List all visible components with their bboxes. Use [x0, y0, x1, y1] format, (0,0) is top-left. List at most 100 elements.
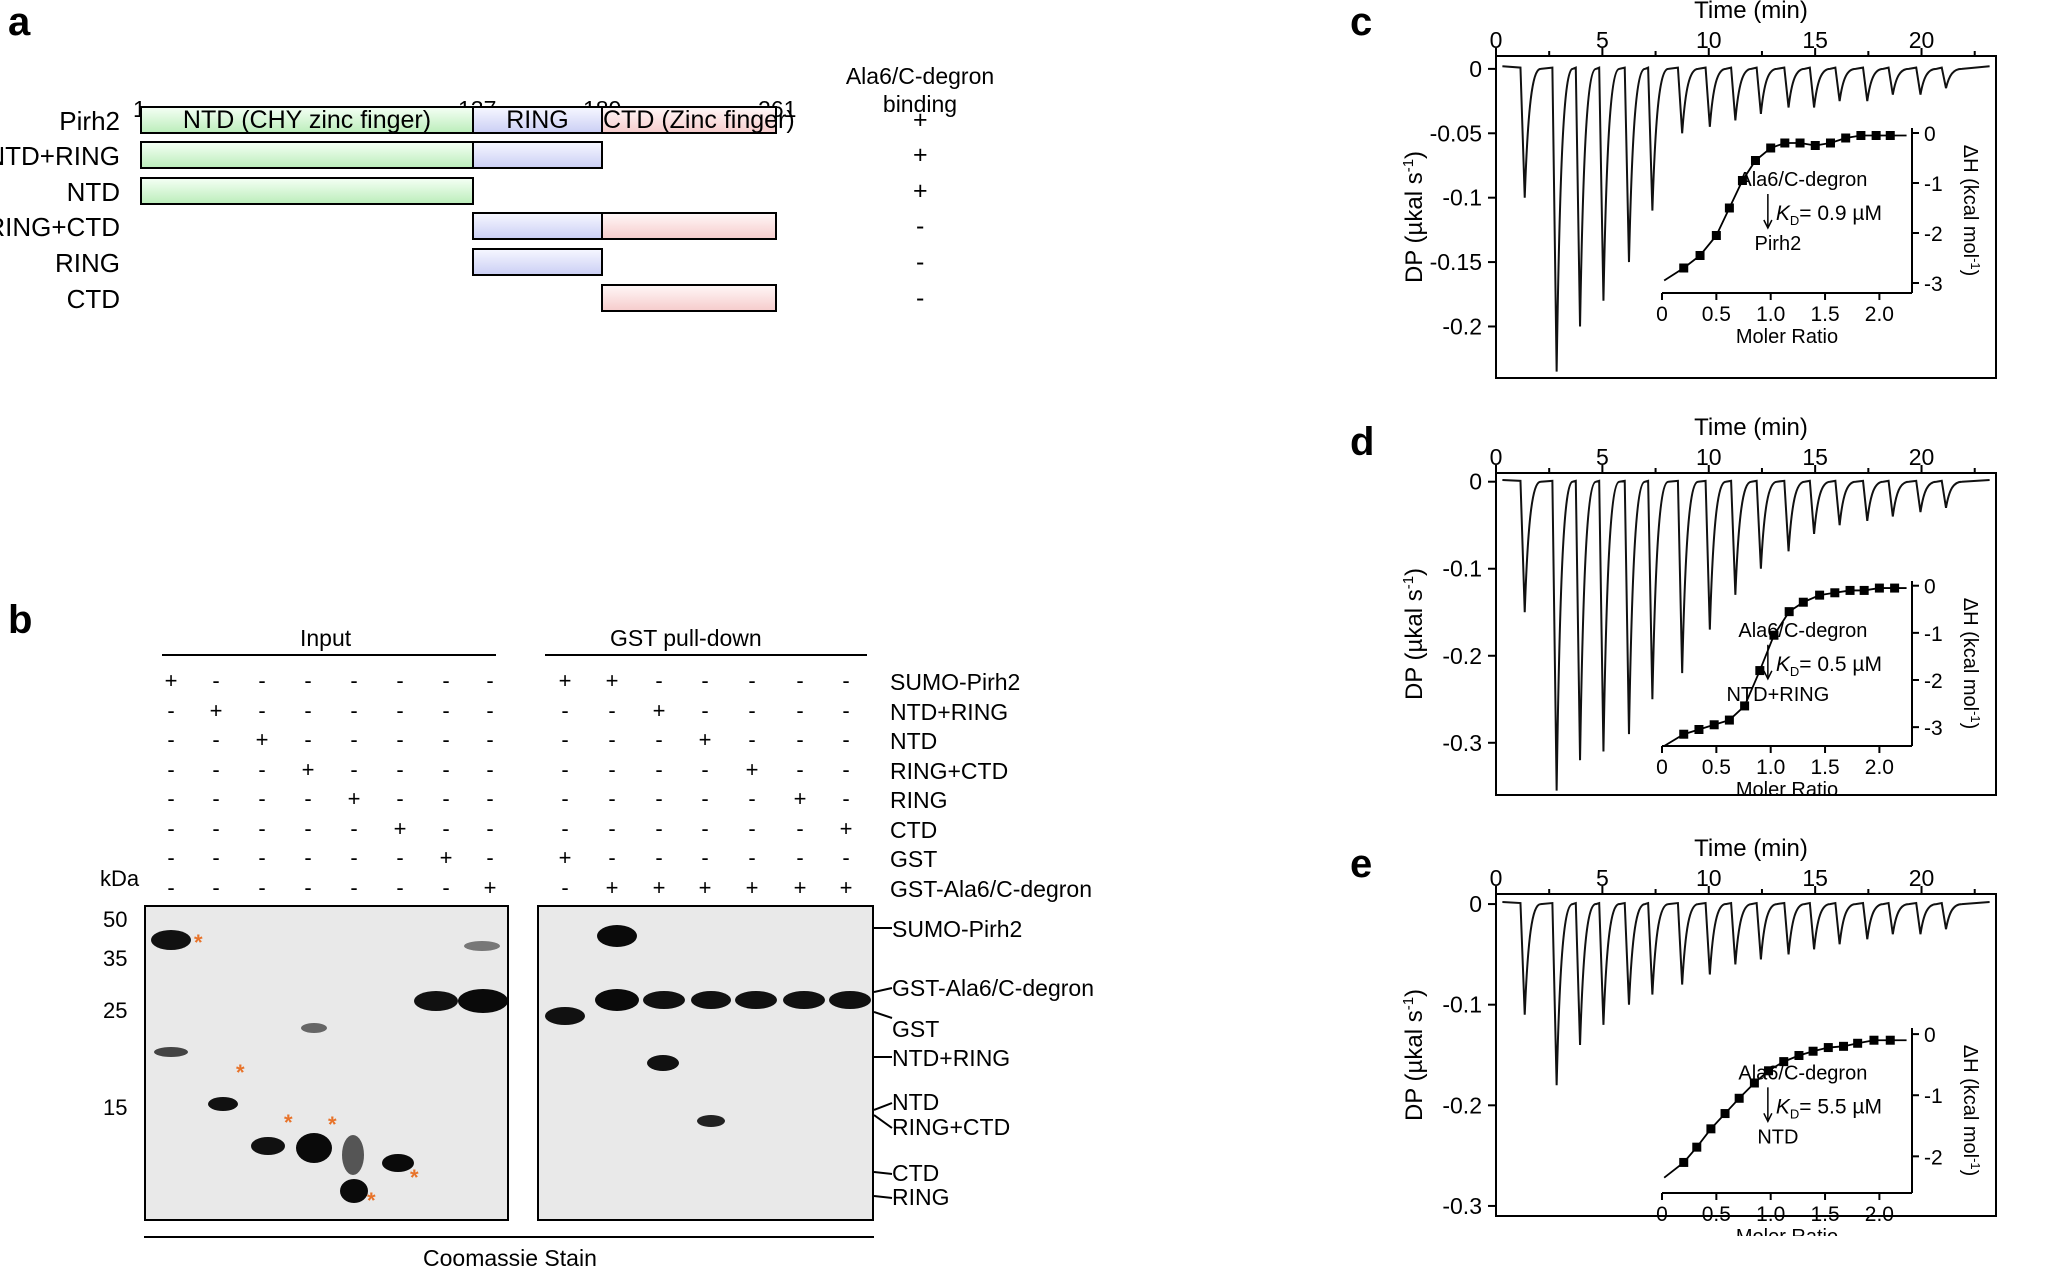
binding-data-point — [1845, 585, 1855, 595]
dp-tick-label: -0.1 — [1442, 992, 1482, 1018]
dh-tick-label: -3 — [1924, 717, 1943, 740]
input-sign: - — [396, 845, 404, 870]
binding-data-point — [1841, 133, 1851, 143]
pulldown-gel — [537, 905, 874, 1221]
asterisk-mark: * — [328, 1112, 337, 1137]
ratio-tick-label: 0.5 — [1702, 1203, 1731, 1226]
pulldown-sign: - — [655, 727, 663, 752]
input-title: Input — [300, 625, 352, 651]
pulldown-title-underline — [545, 654, 867, 656]
input-sign: - — [212, 874, 220, 900]
dp-tick-label: -0.15 — [1430, 249, 1482, 275]
binding-data-point — [1784, 607, 1794, 617]
input-sign: - — [442, 756, 450, 782]
raw-thermogram — [1502, 478, 1990, 791]
input-sign: - — [304, 727, 312, 752]
ratio-tick-label: 1.0 — [1756, 1203, 1785, 1226]
pulldown-sign: - — [701, 697, 709, 723]
time-tick-label: 20 — [1909, 27, 1935, 53]
kd-symbol: K — [1776, 202, 1791, 225]
dp-tick-label: -0.2 — [1442, 1092, 1482, 1118]
dp-tick-label: -0.05 — [1430, 120, 1482, 146]
time-tick-label: 5 — [1596, 444, 1609, 470]
pulldown-sign: - — [748, 727, 756, 752]
ratio-tick-label: 0 — [1656, 303, 1668, 326]
binding-data-point — [1706, 1124, 1716, 1134]
ctd-domain-label: CTD (Zinc finger) — [603, 106, 795, 134]
time-tick-label: 15 — [1802, 27, 1828, 53]
kd-value: = 5.5 µM — [1799, 1095, 1882, 1118]
row-label: SUMO-Pirh2 — [890, 669, 1021, 695]
dh-tick-label: 0 — [1924, 1024, 1936, 1047]
pulldown-sign: - — [655, 815, 663, 841]
band-gst-ala6 — [458, 989, 507, 1013]
pulldown-sign: - — [796, 668, 804, 693]
dp-tick-label: 0 — [1469, 56, 1482, 82]
binding-data-point — [1874, 583, 1884, 593]
binding-data-point — [1830, 588, 1840, 598]
dh-axis-close: ) — [1959, 1170, 1981, 1177]
ring-bar — [472, 248, 603, 276]
input-sign: - — [396, 756, 404, 782]
row-label: GST-Ala6/C-degron — [890, 875, 1092, 902]
ratio-tick-label: 2.0 — [1865, 756, 1894, 779]
itc-frame — [1495, 893, 1997, 1217]
itc-frame — [1495, 472, 1997, 796]
pulldown-sign: + — [652, 874, 666, 900]
pulldown-sign: - — [608, 845, 616, 870]
row-label: RING — [890, 787, 948, 813]
input-sign: - — [167, 815, 175, 841]
stain-underline — [144, 1236, 874, 1238]
construct-name-ntd: NTD — [66, 177, 120, 207]
pulldown-sign: + — [839, 874, 853, 900]
time-axis-label: Time (min) — [1694, 836, 1808, 862]
band-label-ring: RING — [892, 1184, 950, 1210]
kd-symbol: K — [1776, 653, 1791, 676]
pd-band-gst-ala6-1 — [595, 989, 639, 1011]
input-sign: - — [258, 845, 266, 870]
input-sign: - — [258, 697, 266, 723]
ratio-tick-label: 2.0 — [1865, 303, 1894, 326]
input-sign: - — [486, 697, 494, 723]
time-tick-label: 20 — [1909, 865, 1935, 891]
input-sign: - — [212, 668, 220, 693]
input-sign: - — [167, 697, 175, 723]
ratio-axis-label: Moler Ratio — [1736, 1226, 1838, 1236]
binding-data-point — [1750, 156, 1760, 165]
marker-35: 35 — [103, 946, 128, 971]
ratio-tick-label: 0 — [1656, 1203, 1668, 1226]
input-title-underline — [162, 654, 496, 656]
time-tick-label: 15 — [1802, 444, 1828, 470]
input-sign: - — [486, 668, 494, 693]
binding-header-line1: Ala6/C-degron — [845, 63, 995, 89]
band-label-gst-ala6: GST-Ala6/C-degron — [892, 975, 1094, 1001]
input-sign: - — [212, 815, 220, 841]
pulldown-sign: - — [701, 815, 709, 841]
pulldown-sign: + — [605, 874, 619, 900]
input-sign: - — [396, 874, 404, 900]
row-label: NTD — [890, 728, 938, 754]
dp-tick-label: -0.2 — [1442, 313, 1482, 339]
binding-ntd-ring: + — [913, 141, 928, 169]
pd-band-gst-ala6-2 — [643, 991, 685, 1009]
binding-data-point — [1679, 263, 1689, 273]
input-sign: - — [486, 756, 494, 782]
input-sign: - — [396, 727, 404, 752]
inset-ligand-label: Ala6/C-degron — [1738, 620, 1867, 642]
dp-axis-close: ) — [1401, 568, 1428, 576]
time-tick-label: 0 — [1490, 444, 1503, 470]
input-sign: - — [304, 668, 312, 693]
band-ring-ctd-upper — [301, 1023, 327, 1033]
dp-axis-label: DP (µkal s-1) — [1400, 989, 1428, 1121]
input-sign: - — [442, 874, 450, 900]
pulldown-sign: - — [561, 727, 569, 752]
ratio-tick-label: 1.5 — [1810, 303, 1839, 326]
marker-25: 25 — [103, 998, 128, 1023]
time-tick-label: 15 — [1802, 865, 1828, 891]
dh-axis-close: ) — [1959, 723, 1981, 730]
ring-ctd-ctd-bar — [601, 212, 777, 240]
input-sign: - — [396, 697, 404, 723]
dp-tick-label: -0.2 — [1442, 643, 1482, 669]
band-sumo-pirh2 — [151, 930, 191, 950]
time-axis-label: Time (min) — [1694, 0, 1808, 24]
